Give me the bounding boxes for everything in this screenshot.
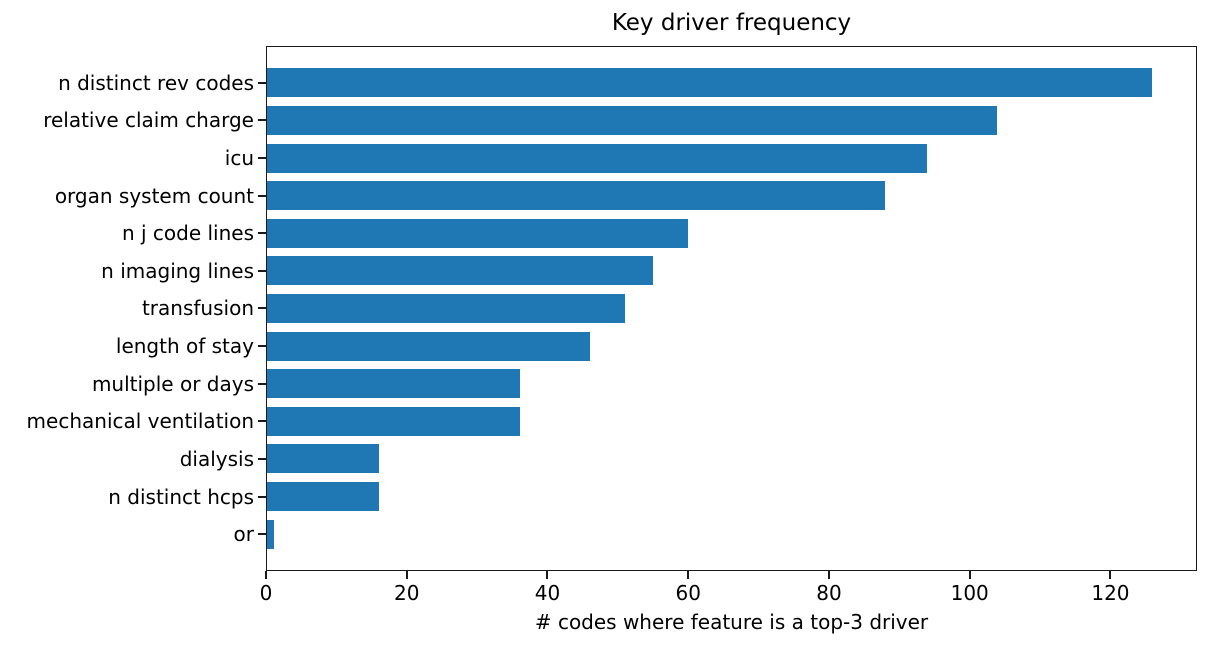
bar-transfusion (267, 293, 626, 323)
bar-n-distinct-rev-codes (267, 68, 1152, 98)
y-tick-slot (258, 214, 266, 252)
x-tick-label: 40 (534, 581, 561, 605)
y-tick-label: icu (224, 146, 254, 171)
y-tick-label: length of stay (115, 334, 254, 359)
y-tick-label: n imaging lines (101, 258, 254, 283)
bar-relative-claim-charge (267, 105, 998, 135)
y-tick-label: organ system count (54, 183, 254, 208)
bar-row (267, 177, 1196, 215)
y-tick-mark (258, 194, 266, 197)
y-tick-mark (258, 307, 266, 310)
y-tick-slot (258, 290, 266, 328)
y-axis-tick-marks (258, 47, 266, 570)
bar-row (267, 139, 1196, 177)
y-tick-mark (258, 81, 266, 84)
y-tick-label: n j code lines (121, 221, 254, 246)
y-tick-slot (258, 102, 266, 140)
x-tick-mark (1109, 571, 1112, 579)
y-tick-label: multiple or days (91, 371, 254, 396)
y-tick-label: n distinct rev codes (58, 70, 254, 95)
x-tick-mark (968, 571, 971, 579)
y-tick-mark (258, 232, 266, 235)
x-tick-mark (827, 571, 830, 579)
y-tick-mark (258, 457, 266, 460)
x-axis-label: # codes where feature is a top-3 driver (534, 610, 929, 634)
y-tick-slot (258, 478, 266, 516)
x-tick-label: 120 (1091, 581, 1130, 605)
x-tick-mark (405, 571, 408, 579)
bars-container (267, 47, 1196, 570)
y-tick-mark (258, 420, 266, 423)
bar-row (267, 440, 1196, 478)
bar-multiple-or-days (267, 369, 520, 399)
bar-row (267, 478, 1196, 516)
bar-icu (267, 143, 928, 173)
bar-n-imaging-lines (267, 256, 654, 286)
y-tick-slot (258, 440, 266, 478)
y-tick-slot (258, 327, 266, 365)
y-tick-slot (258, 177, 266, 215)
x-tick-mark (546, 571, 549, 579)
x-tick-mark (265, 571, 267, 579)
bar-dialysis (267, 444, 380, 474)
y-tick-slot (258, 365, 266, 403)
x-tick-label: 100 (950, 581, 989, 605)
y-tick-mark (258, 382, 266, 385)
y-tick-label: relative claim charge (43, 108, 254, 133)
chart-title: Key driver frequency (611, 10, 852, 36)
x-tick-label: 0 (259, 581, 273, 605)
y-tick-label: mechanical ventilation (26, 409, 254, 434)
y-tick-label: transfusion (141, 296, 254, 321)
y-tick-mark (258, 345, 266, 348)
bar-row (267, 290, 1196, 328)
y-tick-mark (258, 119, 266, 122)
plot-area (266, 46, 1197, 571)
y-tick-slot (258, 515, 266, 553)
bar-row (267, 327, 1196, 365)
bar-or (267, 519, 275, 549)
bar-mechanical-ventilation (267, 406, 520, 436)
bar-n-distinct-hcps (267, 482, 380, 511)
bar-row (267, 365, 1196, 403)
bar-row (267, 402, 1196, 440)
y-tick-label: dialysis (179, 446, 254, 471)
y-tick-mark (258, 495, 266, 498)
bar-length-of-stay (267, 331, 590, 361)
bar-row (267, 515, 1196, 553)
x-axis-tick-labels: 0 20 40 60 80 100 120 (260, 581, 1197, 607)
y-tick-label: n distinct hcps (108, 484, 254, 509)
bar-n-j-code-lines (267, 218, 689, 248)
x-tick-label: 60 (675, 581, 701, 605)
x-tick-mark (687, 571, 690, 579)
bar-row (267, 102, 1196, 140)
bar-row (267, 214, 1196, 252)
y-tick-slot (258, 402, 266, 440)
x-tick-label: 80 (816, 581, 842, 605)
bar-row (267, 64, 1196, 102)
y-axis-tick-labels: n distinct rev codes relative claim charg… (0, 47, 254, 570)
x-tick-label: 20 (394, 581, 420, 605)
bar-organ-system-count (267, 181, 885, 211)
x-axis-tick-marks (265, 571, 1197, 579)
y-tick-mark (258, 533, 266, 536)
y-tick-slot (258, 252, 266, 290)
y-tick-label: or (233, 522, 254, 547)
bar-row (267, 252, 1196, 290)
y-tick-slot (258, 139, 266, 177)
y-tick-mark (258, 157, 266, 160)
y-tick-mark (258, 269, 266, 272)
y-tick-slot (258, 64, 266, 102)
